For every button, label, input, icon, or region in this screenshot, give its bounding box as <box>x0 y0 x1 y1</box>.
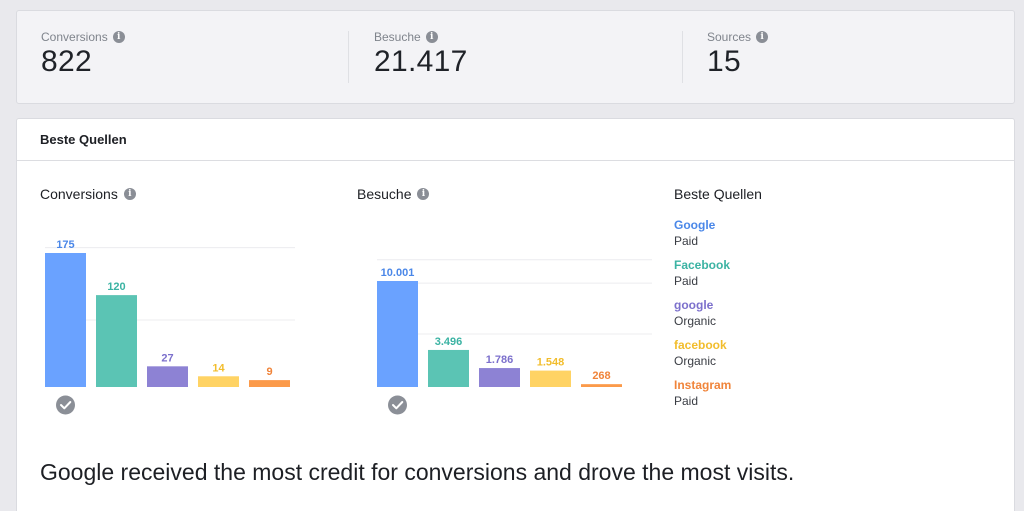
bar[interactable] <box>377 281 418 387</box>
bar-value-label: 1.548 <box>537 357 565 369</box>
divider <box>682 31 683 83</box>
bar-value-label: 268 <box>592 370 610 382</box>
bar-value-label: 10.001 <box>381 267 415 279</box>
info-icon[interactable]: i <box>417 188 430 200</box>
bar-value-label: 14 <box>212 362 225 374</box>
info-icon[interactable]: i <box>123 188 136 200</box>
legend-source-type: Organic <box>674 314 717 328</box>
legend-source-type: Paid <box>674 234 699 248</box>
bar[interactable] <box>198 376 239 387</box>
legend-source-type: Organic <box>674 354 717 368</box>
legend-source-type: Paid <box>674 394 699 408</box>
bar[interactable] <box>45 253 86 387</box>
divider <box>348 31 349 83</box>
conversions-chart-label: Conversions <box>40 186 118 202</box>
stat-label-sources: Sources <box>707 30 752 44</box>
bar-value-label: 1.786 <box>486 354 514 366</box>
summary-text: Google received the most credit for conv… <box>40 459 795 485</box>
panel-divider <box>17 160 1014 161</box>
bar[interactable] <box>96 295 137 387</box>
visits-chart-title: Besuche i <box>357 186 430 202</box>
legend-source-type: Paid <box>674 274 699 288</box>
bar-value-label: 3.496 <box>435 336 463 348</box>
stat-label-visits: Besuche <box>374 30 421 44</box>
visits-chart-label: Besuche <box>357 186 412 202</box>
stat-conversions: Conversions i 822 <box>41 30 125 79</box>
stats-card: Conversions i 822 Besuche i 21.417 Sources… <box>16 10 1015 104</box>
bar-value-label: 27 <box>161 352 173 364</box>
conversions-bar-chart: 175 120 27 14 9 <box>45 239 295 415</box>
check-badge-icon <box>56 395 75 415</box>
bar[interactable] <box>249 380 290 387</box>
legend-item: Google Paid <box>674 218 715 248</box>
legend-item: Facebook Paid <box>674 258 730 288</box>
legend-item: Instagram Paid <box>674 378 731 408</box>
legend-item: google Organic <box>674 298 716 328</box>
stat-value-sources: 15 <box>707 45 741 78</box>
stat-label-conversions: Conversions <box>41 30 108 44</box>
bar-value-label: 9 <box>266 366 272 378</box>
legend-source-name: google <box>674 298 714 312</box>
bar[interactable] <box>530 370 571 387</box>
bar-value-label: 175 <box>56 239 74 251</box>
stat-value-visits: 21.417 <box>374 45 468 78</box>
legend-item: facebook Organic <box>674 338 727 368</box>
conversions-chart-title: Conversions i <box>40 186 136 202</box>
best-sources-panel: Beste Quellen Conversions i 175 120 27 14 9 … <box>16 118 1015 511</box>
bar[interactable] <box>147 366 188 387</box>
legend-source-name: Google <box>674 218 716 232</box>
stat-value-conversions: 822 <box>41 45 92 78</box>
legend-source-name: facebook <box>674 338 727 352</box>
bar-value-label: 120 <box>107 281 125 293</box>
bar[interactable] <box>581 384 622 387</box>
legend-title: Beste Quellen <box>674 186 762 202</box>
stat-sources: Sources i 15 <box>707 30 769 79</box>
info-icon[interactable]: i <box>425 31 438 43</box>
visits-bar-chart: 10.001 3.496 1.786 1.548 268 <box>377 259 652 415</box>
stat-visits: Besuche i 21.417 <box>374 30 468 79</box>
legend-source-name: Instagram <box>674 378 732 392</box>
info-icon[interactable]: i <box>112 31 125 43</box>
panel-title: Beste Quellen <box>40 132 127 147</box>
legend-source-name: Facebook <box>674 258 731 272</box>
info-icon[interactable]: i <box>756 31 769 43</box>
bar[interactable] <box>479 368 520 387</box>
bar[interactable] <box>428 349 469 387</box>
check-badge-icon <box>388 395 407 415</box>
